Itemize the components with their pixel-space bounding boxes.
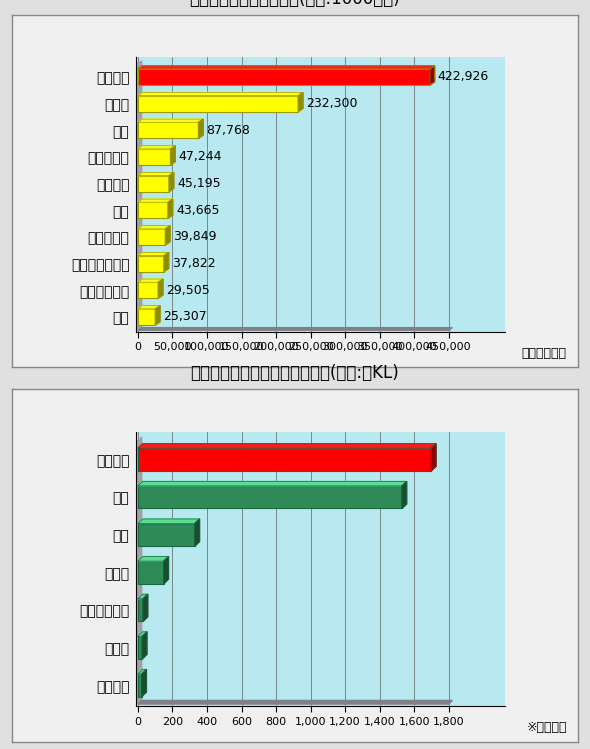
Text: 422,926: 422,926: [438, 70, 489, 83]
Bar: [138, 255, 164, 272]
Polygon shape: [138, 306, 160, 309]
Polygon shape: [138, 327, 453, 330]
Text: 37,822: 37,822: [172, 257, 215, 270]
Polygon shape: [138, 172, 174, 175]
Bar: [138, 637, 142, 659]
Polygon shape: [138, 279, 163, 282]
Polygon shape: [431, 443, 436, 471]
Text: ※本紙推定: ※本紙推定: [526, 721, 567, 735]
Polygon shape: [158, 279, 163, 298]
Bar: [138, 202, 168, 218]
Text: 45,195: 45,195: [177, 177, 221, 190]
Bar: [138, 229, 165, 245]
Polygon shape: [138, 594, 148, 598]
Polygon shape: [138, 670, 146, 674]
Polygon shape: [142, 632, 147, 659]
Polygon shape: [164, 557, 169, 583]
Title: 世界のバイオエタノール生産量(単位:万KL): 世界のバイオエタノール生産量(単位:万KL): [191, 364, 399, 383]
Text: 43,665: 43,665: [176, 204, 219, 216]
Polygon shape: [138, 519, 199, 524]
Polygon shape: [199, 119, 203, 139]
Polygon shape: [142, 670, 146, 697]
Text: 47,244: 47,244: [178, 151, 222, 163]
Polygon shape: [138, 443, 436, 448]
Bar: [138, 175, 169, 192]
Text: 25,307: 25,307: [163, 310, 207, 324]
Bar: [138, 598, 143, 622]
Polygon shape: [155, 306, 160, 325]
Bar: [138, 149, 171, 165]
Polygon shape: [138, 119, 203, 122]
Bar: [138, 561, 164, 583]
Polygon shape: [137, 61, 142, 330]
Polygon shape: [138, 700, 453, 704]
Polygon shape: [137, 437, 142, 704]
Polygon shape: [138, 66, 435, 69]
Polygon shape: [430, 66, 435, 85]
Bar: [138, 282, 158, 298]
Title: 世界のサトウキビ生産量(単位:1000トン): 世界のサトウキビ生産量(単位:1000トン): [189, 0, 401, 8]
Polygon shape: [165, 225, 170, 245]
Polygon shape: [138, 225, 170, 229]
Text: 87,768: 87,768: [206, 124, 250, 137]
Bar: [138, 122, 199, 139]
Polygon shape: [138, 482, 407, 486]
Polygon shape: [164, 252, 169, 272]
Text: 29,505: 29,505: [166, 284, 210, 297]
Polygon shape: [138, 252, 169, 255]
Text: 232,300: 232,300: [306, 97, 358, 110]
Polygon shape: [138, 557, 169, 561]
Polygon shape: [138, 632, 147, 637]
Bar: [138, 69, 430, 85]
Bar: [138, 448, 431, 471]
Text: 出典：ＦＡＯ: 出典：ＦＡＯ: [522, 347, 567, 360]
Polygon shape: [138, 146, 175, 149]
Bar: [138, 96, 299, 112]
Polygon shape: [143, 594, 148, 622]
Polygon shape: [138, 199, 173, 202]
Bar: [138, 674, 142, 697]
Polygon shape: [402, 482, 407, 509]
Bar: [138, 309, 155, 325]
Polygon shape: [138, 92, 303, 96]
Polygon shape: [299, 92, 303, 112]
Polygon shape: [169, 172, 174, 192]
Polygon shape: [168, 199, 173, 218]
Bar: [138, 524, 195, 546]
Bar: [138, 486, 402, 509]
Text: 39,849: 39,849: [173, 231, 217, 243]
Polygon shape: [171, 146, 175, 165]
Polygon shape: [195, 519, 199, 546]
